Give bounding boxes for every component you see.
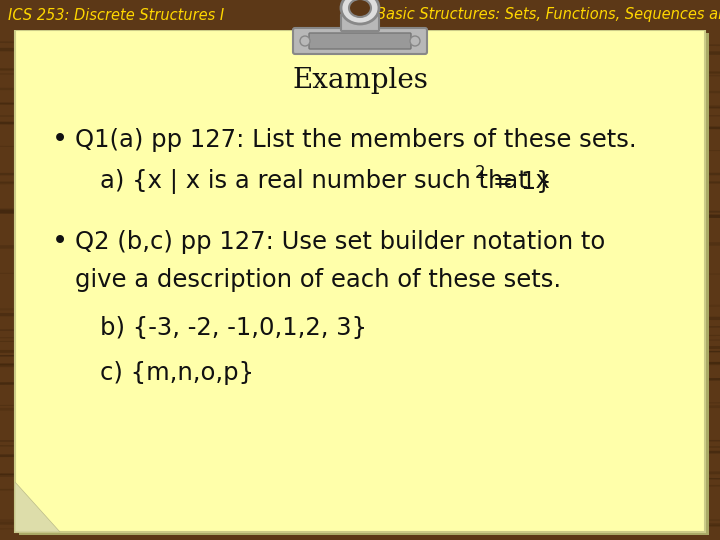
FancyBboxPatch shape — [19, 33, 709, 535]
Text: 2: 2 — [475, 164, 485, 182]
Text: c) {m,n,o,p}: c) {m,n,o,p} — [100, 361, 254, 385]
Ellipse shape — [349, 0, 371, 17]
Ellipse shape — [341, 0, 379, 24]
Text: Basic Structures: Sets, Functions, Sequences and Sums: Basic Structures: Sets, Functions, Seque… — [376, 8, 720, 23]
FancyBboxPatch shape — [15, 30, 705, 532]
FancyBboxPatch shape — [341, 14, 379, 31]
FancyBboxPatch shape — [0, 0, 720, 30]
Text: give a description of each of these sets.: give a description of each of these sets… — [75, 268, 561, 292]
Text: Examples: Examples — [292, 66, 428, 93]
Text: Q1(a) pp 127: List the members of these sets.: Q1(a) pp 127: List the members of these … — [75, 128, 636, 152]
Text: •: • — [52, 229, 68, 255]
Polygon shape — [15, 482, 60, 532]
Text: a) {x | x is a real number such that x: a) {x | x is a real number such that x — [100, 170, 550, 194]
FancyBboxPatch shape — [309, 33, 411, 49]
Text: Q2 (b,c) pp 127: Use set builder notation to: Q2 (b,c) pp 127: Use set builder notatio… — [75, 230, 606, 254]
Text: ICS 253: Discrete Structures I: ICS 253: Discrete Structures I — [8, 8, 224, 23]
Text: b) {-3, -2, -1,0,1,2, 3}: b) {-3, -2, -1,0,1,2, 3} — [100, 316, 367, 340]
Circle shape — [346, 3, 370, 27]
Text: •: • — [52, 127, 68, 153]
Circle shape — [345, 2, 371, 28]
FancyBboxPatch shape — [293, 28, 427, 54]
Circle shape — [300, 36, 310, 46]
Text: 5: 5 — [353, 8, 364, 23]
Text: = 1}: = 1} — [485, 170, 552, 194]
Circle shape — [410, 36, 420, 46]
